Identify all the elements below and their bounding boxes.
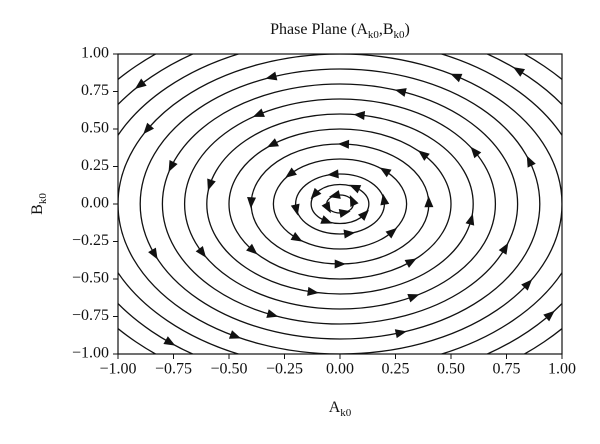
streamline: [294, 173, 386, 235]
x-axis-label: Ak0: [329, 399, 352, 419]
arrow: [543, 310, 555, 322]
arrow: [424, 195, 434, 208]
title-part: Phase Plane (A: [270, 21, 368, 38]
y-tick-label: −1.00: [72, 345, 109, 362]
arrow: [513, 67, 526, 77]
arrow: [265, 71, 278, 81]
streamline: [118, 54, 562, 354]
streamline: [250, 143, 430, 265]
arrow: [357, 209, 369, 221]
x-tick-label: 0.00: [326, 361, 354, 378]
y-tick-label: 0.50: [81, 120, 109, 137]
x-tick-label: 1.00: [548, 361, 576, 378]
arrow: [168, 159, 178, 172]
title-part: ,B: [379, 21, 394, 38]
streamline: [272, 158, 408, 250]
label-sub: k0: [37, 193, 49, 205]
arrow: [498, 242, 509, 255]
arrow: [290, 203, 300, 216]
x-tick-label: 0.75: [493, 361, 521, 378]
arrow: [148, 247, 158, 260]
arrow: [327, 169, 339, 179]
arrow: [526, 155, 536, 168]
title-sub: k0: [368, 29, 380, 41]
y-tick-label: −0.25: [72, 232, 109, 249]
streamline: [139, 68, 541, 340]
streamline: [183, 98, 497, 310]
arrow: [321, 201, 331, 214]
arrow: [134, 78, 147, 89]
arrow: [521, 279, 533, 291]
arrow: [195, 245, 207, 258]
arrow: [320, 215, 333, 224]
arrow: [394, 329, 407, 339]
arrow: [349, 194, 359, 208]
x-tick-label: −1.00: [99, 361, 136, 378]
arrow: [450, 73, 463, 83]
arrow: [334, 259, 346, 269]
streamline: [118, 54, 562, 354]
arrow: [353, 111, 366, 120]
y-tick-label: 1.00: [81, 45, 109, 62]
y-tick-label: −0.75: [72, 307, 109, 324]
arrow: [343, 229, 356, 239]
x-tick-label: −0.25: [266, 361, 303, 378]
arrow: [266, 309, 279, 318]
streamline: [161, 83, 519, 325]
arrow: [307, 286, 319, 296]
arrow: [394, 88, 407, 97]
label-part: B: [29, 204, 46, 215]
arrow: [310, 187, 322, 200]
arrow: [252, 108, 265, 117]
streamline: [310, 183, 370, 225]
arrow: [407, 293, 420, 303]
arrow: [247, 197, 257, 209]
arrow: [338, 209, 351, 218]
streamline: [206, 113, 474, 295]
y-axis-label: Bk0: [29, 193, 49, 215]
arrow: [344, 5, 355, 14]
y-tick-label: 0.75: [81, 82, 109, 99]
arrow: [578, 175, 587, 187]
arrow: [380, 193, 390, 206]
arrow: [290, 232, 303, 242]
streamline: [228, 128, 452, 280]
title-part: ): [405, 21, 410, 38]
arrow: [337, 139, 350, 149]
x-tick-label: 0.25: [382, 361, 410, 378]
label-part: A: [329, 399, 341, 416]
y-tick-label: 0.00: [81, 195, 109, 212]
arrow: [246, 243, 258, 255]
arrow: [404, 258, 417, 268]
title-sub: k0: [394, 29, 406, 41]
chart-title: Phase Plane (Ak0,Bk0): [270, 21, 410, 41]
y-tick-label: −0.50: [72, 270, 109, 287]
arrow: [163, 336, 176, 346]
arrow: [143, 122, 155, 135]
arrow: [349, 184, 362, 194]
arrow: [470, 146, 482, 159]
arrow: [465, 213, 475, 226]
arrow: [379, 167, 392, 178]
arrow: [328, 190, 341, 199]
arrow: [418, 150, 430, 161]
arrow: [266, 138, 279, 148]
arrow: [207, 178, 216, 191]
streamlines: [118, 5, 587, 354]
label-sub: k0: [340, 407, 352, 419]
arrow: [385, 227, 398, 239]
y-tick-label: 0.25: [81, 157, 109, 174]
x-tick-label: 0.50: [437, 361, 465, 378]
x-tick-label: −0.75: [155, 361, 192, 378]
arrow: [228, 330, 242, 339]
x-tick-label: −0.50: [210, 361, 247, 378]
arrow: [285, 167, 297, 178]
